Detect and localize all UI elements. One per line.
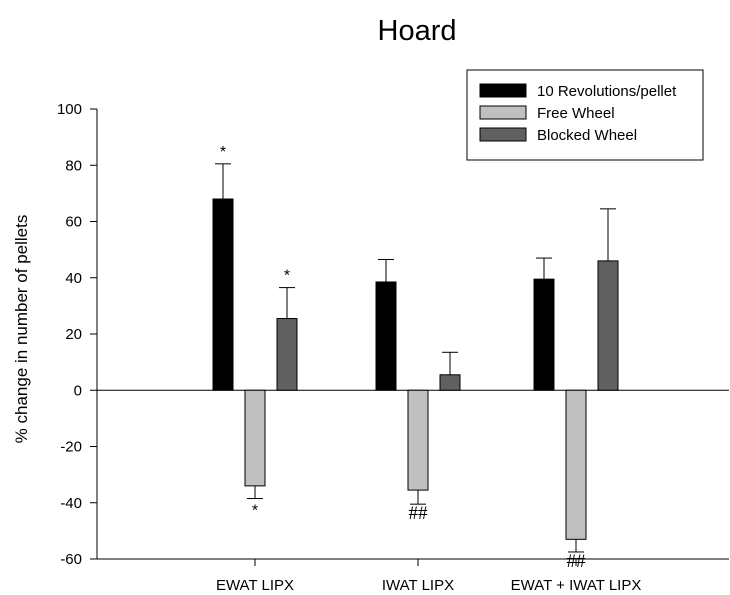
significance-marker: *: [220, 144, 226, 161]
legend-swatch: [479, 127, 527, 142]
legend-label: 10 Revolutions/pellet: [537, 83, 677, 100]
bar: [439, 374, 461, 391]
significance-marker: ##: [409, 503, 429, 524]
y-tick-label: 80: [65, 157, 82, 174]
bar: [276, 318, 298, 391]
bar: [244, 389, 266, 487]
bar: [597, 260, 619, 391]
y-tick-label: -20: [60, 439, 82, 456]
x-category-label: IWAT LIPX: [382, 577, 454, 594]
bar: [375, 281, 397, 391]
significance-marker: *: [284, 268, 290, 285]
bar: [407, 389, 429, 491]
y-tick-label: 60: [65, 214, 82, 231]
legend-swatch: [479, 105, 527, 120]
legend-label: Free Wheel: [537, 105, 615, 122]
y-tick-label: 20: [65, 326, 82, 343]
y-tick-label: 0: [74, 382, 82, 399]
bar: [533, 278, 555, 391]
legend-label: Blocked Wheel: [537, 127, 637, 144]
y-tick-label: -40: [60, 495, 82, 512]
bar: [212, 198, 234, 391]
significance-marker: *: [252, 503, 258, 520]
legend-swatch: [479, 83, 527, 98]
y-tick-label: 100: [57, 101, 82, 118]
chart-title: Hoard: [378, 15, 457, 47]
bar: [565, 389, 587, 540]
x-category-label: EWAT LIPX: [216, 577, 294, 594]
legend: 10 Revolutions/pellet Free Wheel Blocked W…: [466, 69, 704, 161]
y-tick-label: -60: [60, 551, 82, 568]
plot-area: -60 -40 -20 0 20 40 60 80 100 EWAT LIPX * * * IWAT LI…: [57, 101, 729, 594]
x-category-label: EWAT + IWAT LIPX: [511, 577, 642, 594]
y-tick-label: 40: [65, 270, 82, 287]
y-axis-label: % change in number of pellets: [12, 215, 31, 444]
significance-marker: ##: [567, 551, 587, 572]
